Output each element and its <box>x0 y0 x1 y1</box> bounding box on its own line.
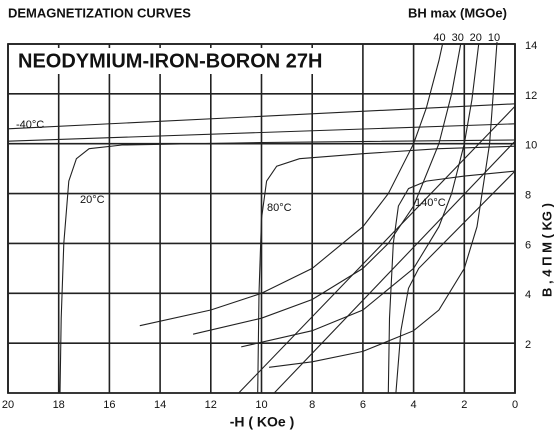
curve <box>395 170 516 394</box>
curve <box>257 145 516 394</box>
curve <box>139 44 444 327</box>
x-tick-label: 10 <box>255 399 267 411</box>
bh-max-label: 20 <box>470 32 482 44</box>
x-tick-label: 0 <box>512 399 518 411</box>
bh-max-label: 30 <box>452 32 464 44</box>
y-tick-label: 6 <box>525 239 531 251</box>
x-tick-label: 4 <box>411 399 417 411</box>
curve <box>192 43 462 335</box>
y-tick-label: 12 <box>525 90 537 102</box>
x-tick-label: 14 <box>154 399 166 411</box>
y-tick-label: 8 <box>525 189 531 201</box>
x-tick-label: 18 <box>53 399 65 411</box>
chart-title: DEMAGNETIZATION CURVES <box>8 5 191 20</box>
x-tick-label: 20 <box>2 399 14 411</box>
x-tick-label: 12 <box>205 399 217 411</box>
y-tick-label: 2 <box>525 339 531 351</box>
annotation: 80°C <box>267 202 292 214</box>
y-tick-label: 14 <box>525 40 537 52</box>
y-tick-label: 4 <box>525 289 531 301</box>
annotation: -40°C <box>16 119 44 131</box>
x-tick-label: 8 <box>309 399 315 411</box>
curve <box>241 44 480 348</box>
x-axis-label: -H ( KOe ) <box>230 414 295 430</box>
curve <box>387 170 516 394</box>
curve <box>7 123 516 142</box>
bh-max-label: 10 <box>488 32 500 44</box>
y-tick-label: 10 <box>525 140 537 152</box>
subtitle-bg <box>14 48 330 74</box>
y-axis-label: B , 4 Π M ( KG ) <box>539 203 554 297</box>
x-tick-label: 2 <box>461 399 467 411</box>
curve <box>7 103 516 130</box>
x-tick-label: 6 <box>360 399 366 411</box>
curve <box>273 140 516 394</box>
bh-max-label: 40 <box>433 32 445 44</box>
curve <box>59 139 516 394</box>
annotation: 20°C <box>80 194 105 206</box>
subtitle: NEODYMIUM-IRON-BORON 27H <box>18 50 322 72</box>
curve <box>269 41 498 368</box>
curve <box>238 105 516 394</box>
x-tick-label: 16 <box>103 399 115 411</box>
top-axis-label: BH max (MGOe) <box>408 5 507 20</box>
annotation: 140°C <box>415 197 446 209</box>
